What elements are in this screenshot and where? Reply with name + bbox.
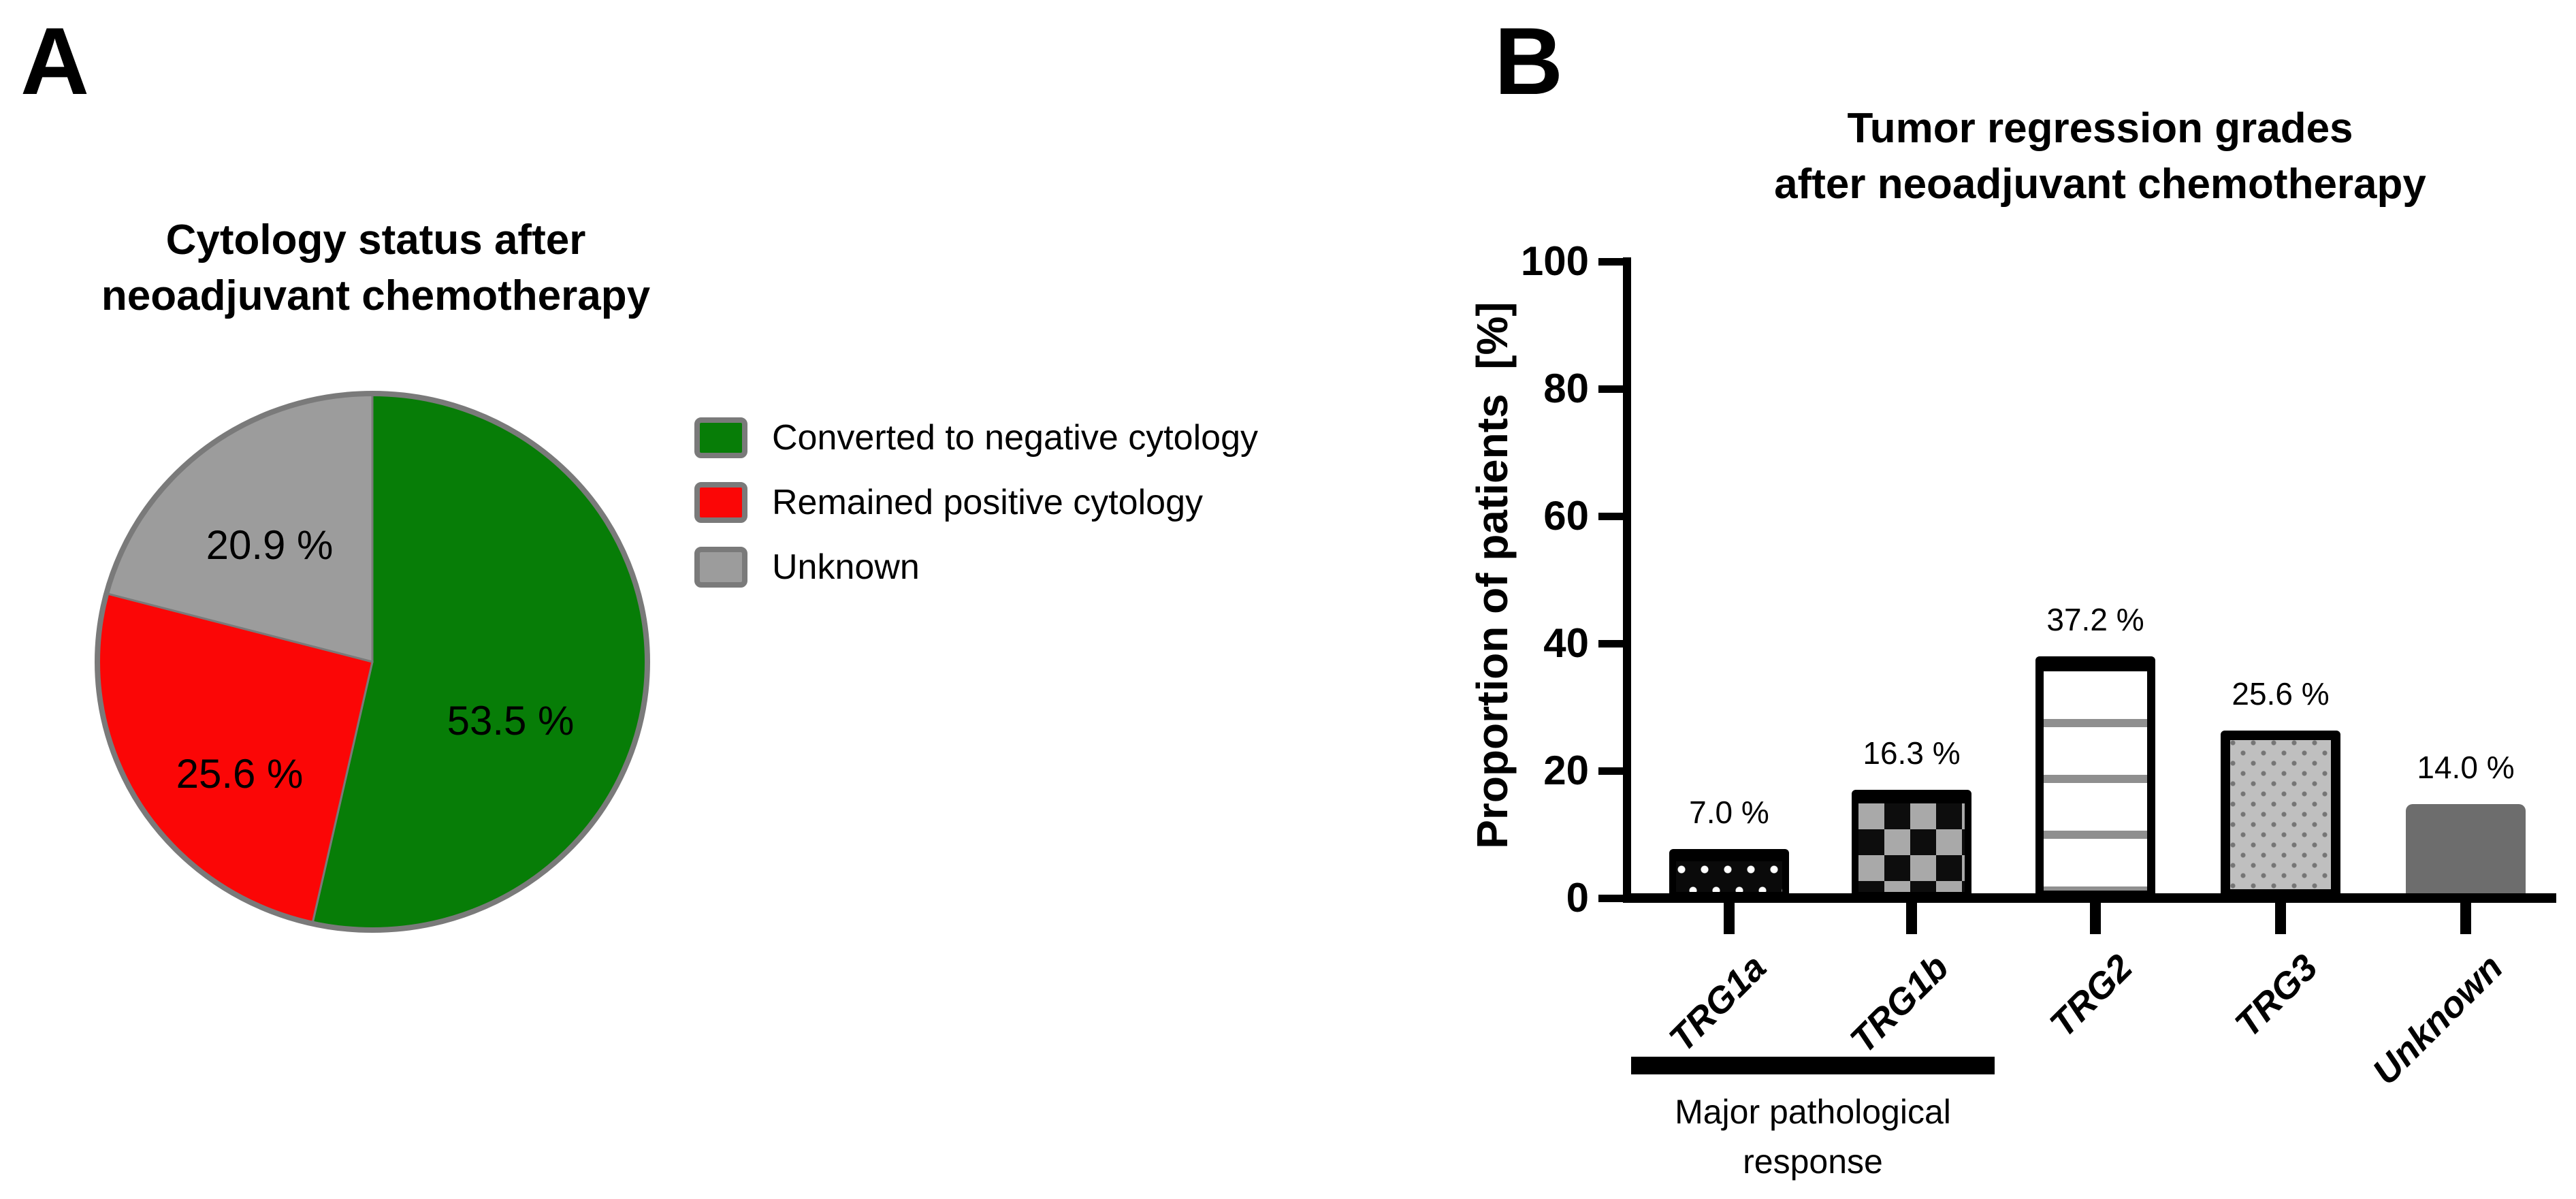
y-tick-label: 20 xyxy=(1543,748,1589,793)
x-tick-mark xyxy=(1724,903,1735,934)
bar-trg2 xyxy=(2035,656,2155,899)
pie-chart-title-line1: Cytology status after xyxy=(165,217,586,263)
bar-value-label: 7.0 % xyxy=(1689,794,1769,830)
major-pathological-response-bracket xyxy=(1631,1057,1995,1074)
bar-chart-title: Tumor regression grades after neoadjuvan… xyxy=(1634,101,2566,212)
pie-slice-label-red: 25.6 % xyxy=(176,751,304,797)
legend-item: Converted to negative cytology xyxy=(694,417,1258,459)
legend-label: Remained positive cytology xyxy=(772,483,1203,522)
bar-trg3 xyxy=(2221,730,2340,899)
bar-trg1a xyxy=(1669,848,1789,899)
y-tick-label: 60 xyxy=(1543,493,1589,539)
x-tick-mark xyxy=(2460,903,2471,934)
panel-a-letter: A xyxy=(20,7,90,114)
legend-swatch-icon xyxy=(694,547,747,588)
bar-chart-title-line1: Tumor regression grades xyxy=(1847,105,2353,152)
bar-unknown xyxy=(2406,804,2526,899)
y-tick-mark xyxy=(1598,640,1627,648)
y-axis-line xyxy=(1623,257,1631,903)
x-tick-mark xyxy=(2275,903,2286,934)
pie-slice-label-green: 53.5 % xyxy=(447,698,575,744)
bar-chart-title-line2: after neoadjuvant chemotherapy xyxy=(1774,161,2426,208)
pie-chart xyxy=(95,391,650,933)
y-tick-mark xyxy=(1598,767,1627,775)
y-tick-mark xyxy=(1598,895,1627,902)
x-axis-line xyxy=(1623,893,2556,903)
pie-chart-title: Cytology status after neoadjuvant chemot… xyxy=(69,212,682,324)
y-tick-label: 100 xyxy=(1520,238,1589,284)
bracket-label-line2: response xyxy=(1743,1142,1883,1181)
pie-slice-label-gray: 20.9 % xyxy=(206,522,334,568)
y-tick-mark xyxy=(1598,385,1627,393)
legend-swatch-icon xyxy=(694,482,747,523)
bar-value-label: 14.0 % xyxy=(2417,750,2515,786)
bracket-label-line1: Major pathological xyxy=(1675,1093,1951,1131)
legend-label: Unknown xyxy=(772,547,920,587)
panel-b-letter: B xyxy=(1494,7,1564,114)
legend-item: Unknown xyxy=(694,546,920,588)
y-tick-label: 40 xyxy=(1543,620,1589,666)
bar-value-label: 37.2 % xyxy=(2046,602,2144,638)
bar-trg1b xyxy=(1852,789,1971,899)
legend-swatch-icon xyxy=(694,417,747,458)
bar-value-label: 25.6 % xyxy=(2232,675,2330,712)
pie-chart-title-line2: neoadjuvant chemotherapy xyxy=(101,272,651,319)
legend-item: Remained positive cytology xyxy=(694,481,1203,524)
legend-label: Converted to negative cytology xyxy=(772,418,1258,458)
y-tick-mark xyxy=(1598,513,1627,520)
x-tick-mark xyxy=(1906,903,1917,934)
y-tick-label: 0 xyxy=(1566,875,1589,921)
bar-value-label: 16.3 % xyxy=(1863,735,1961,771)
pie-rim xyxy=(95,391,650,933)
x-tick-mark xyxy=(2090,903,2101,934)
y-tick-mark xyxy=(1598,258,1627,266)
y-tick-label: 80 xyxy=(1543,366,1589,411)
